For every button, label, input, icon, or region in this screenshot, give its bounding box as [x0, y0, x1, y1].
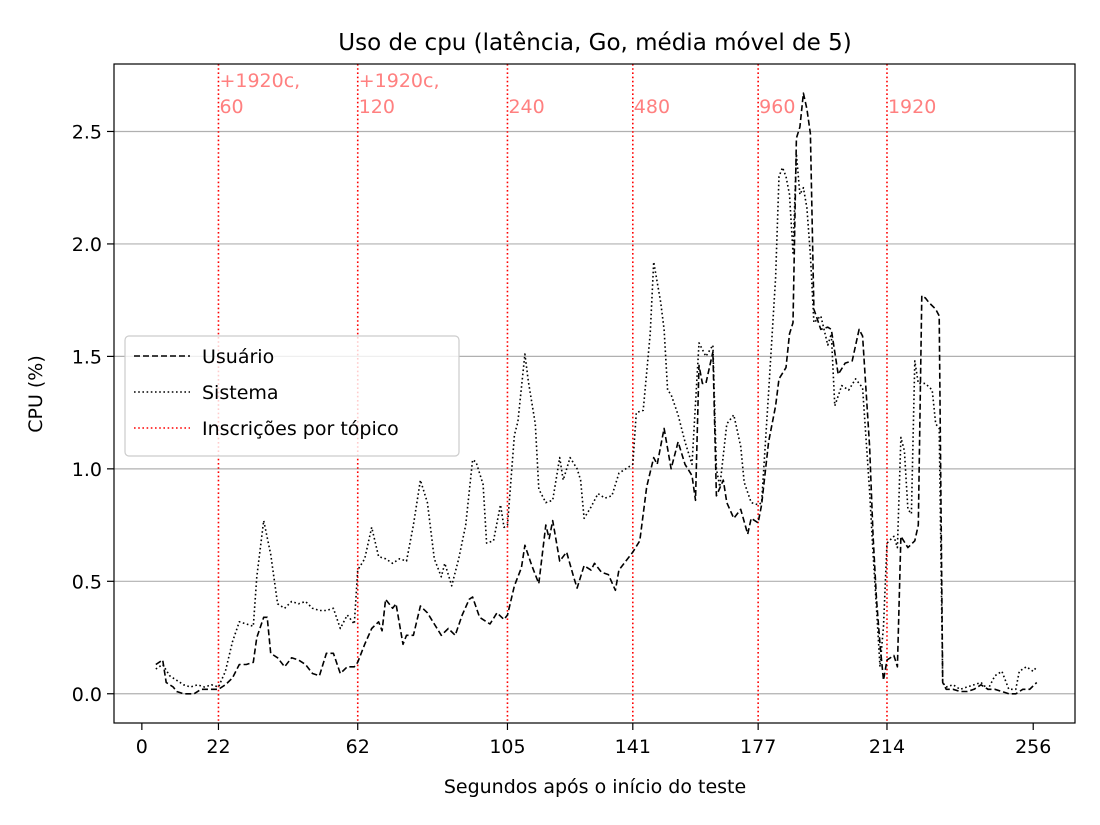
y-tick-label-5: 2.5: [72, 121, 102, 143]
subscription-annotation-3-0: 480: [634, 96, 670, 118]
series-layer: [155, 92, 1038, 695]
series-line-sistema: [155, 153, 1038, 691]
legend-label-usuario: Usuário: [202, 346, 274, 368]
x-axis-label: Segundos após o início do teste: [444, 776, 746, 798]
y-tick-label-4: 2.0: [72, 234, 102, 256]
x-axis-ticks: 0 22 62 105 141 177 214 256: [136, 723, 1051, 758]
subscription-lines: +1920c, 60 +1920c, 120 240 480 960 1920: [217, 64, 936, 723]
legend-label-inscricoes: Inscrições por tópico: [202, 418, 399, 440]
legend: Usuário Sistema Inscrições por tópico: [124, 335, 460, 457]
legend-box: [124, 335, 460, 457]
x-tick-label-7: 256: [1015, 736, 1051, 758]
x-tick-label-5: 177: [740, 736, 776, 758]
legend-label-sistema: Sistema: [202, 382, 279, 404]
subscription-annotation-0-0: +1920c,: [219, 70, 300, 92]
y-tick-label-2: 1.0: [72, 459, 102, 481]
x-tick-label-6: 214: [869, 736, 905, 758]
subscription-annotation-4-0: 960: [759, 96, 795, 118]
subscription-annotation-5-0: 1920: [888, 96, 936, 118]
y-tick-label-1: 0.5: [72, 571, 102, 593]
x-tick-label-4: 141: [615, 736, 651, 758]
y-tick-label-0: 0.0: [72, 684, 102, 706]
y-axis-label: CPU (%): [25, 355, 47, 433]
plot-frame: [113, 63, 1076, 724]
chart-title: Uso de cpu (latência, Go, média móvel de…: [338, 30, 851, 56]
subscription-annotation-1-0: +1920c,: [359, 70, 440, 92]
x-tick-label-0: 0: [136, 736, 148, 758]
x-tick-label-2: 62: [346, 736, 370, 758]
y-axis-ticks: 0.0 0.5 1.0 1.5 2.0 2.5: [72, 121, 114, 706]
subscription-annotation-1-1: 120: [359, 96, 395, 118]
subscription-annotation-2-0: 240: [508, 96, 544, 118]
x-tick-label-3: 105: [489, 736, 525, 758]
y-tick-label-3: 1.5: [72, 346, 102, 368]
x-tick-label-1: 22: [206, 736, 230, 758]
subscription-annotation-0-1: 60: [219, 96, 243, 118]
